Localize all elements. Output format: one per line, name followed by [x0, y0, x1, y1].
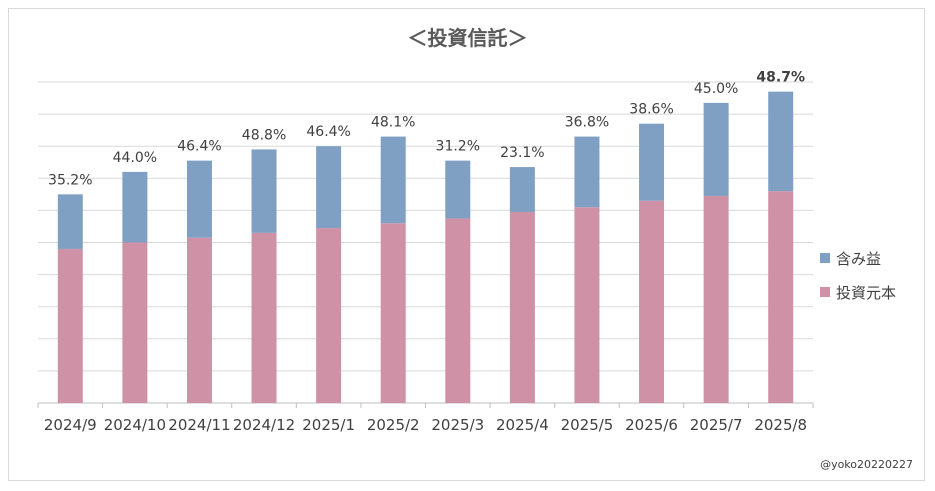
- data-label: 38.6%: [629, 102, 673, 118]
- data-label: 31.2%: [436, 139, 480, 155]
- bar-unrealized-gain: [574, 136, 600, 208]
- x-tick-label: 2025/2: [367, 416, 420, 434]
- legend-swatch-principal: [820, 287, 830, 297]
- gridlines: [38, 81, 813, 372]
- bar-principal: [316, 228, 342, 403]
- bar-principal: [703, 195, 729, 403]
- bar-principal: [122, 242, 148, 403]
- bar-principal: [251, 232, 277, 403]
- data-label: 48.7%: [756, 70, 805, 86]
- bar-unrealized-gain: [57, 194, 83, 249]
- bar-principal: [639, 200, 665, 403]
- chart-title: ＜投資信託＞: [407, 26, 528, 50]
- legend: 含み益 投資元本: [820, 247, 896, 315]
- x-tick-label: 2024/9: [44, 416, 97, 434]
- data-label: 44.0%: [113, 150, 157, 166]
- credit-text: @yoko20220227: [820, 458, 913, 471]
- data-label: 35.2%: [48, 172, 92, 188]
- x-tick-label: 2025/6: [625, 416, 678, 434]
- legend-swatch-unrealized-gain: [820, 253, 830, 263]
- bar-principal: [768, 191, 794, 403]
- bar-unrealized-gain: [251, 149, 277, 233]
- legend-item-principal: 投資元本: [820, 281, 896, 303]
- x-tick-label: 2024/10: [104, 416, 166, 434]
- bar-unrealized-gain: [186, 160, 212, 238]
- legend-label-principal: 投資元本: [836, 283, 897, 302]
- bar-principal: [186, 237, 212, 403]
- x-tick-label: 2025/7: [690, 416, 743, 434]
- x-tick-label: 2024/12: [233, 416, 295, 434]
- x-tick-label: 2024/11: [168, 416, 230, 434]
- x-tick-label: 2025/5: [561, 416, 614, 434]
- bar-principal: [380, 223, 406, 403]
- bar-principal: [57, 248, 83, 403]
- x-tick-label: 2025/4: [496, 416, 549, 434]
- bar-unrealized-gain: [768, 91, 794, 192]
- bar-principal: [509, 212, 535, 403]
- data-label: 46.4%: [306, 124, 350, 140]
- bar-unrealized-gain: [316, 146, 342, 229]
- legend-item-unrealized-gain: 含み益: [820, 247, 896, 269]
- bar-unrealized-gain: [703, 102, 729, 196]
- data-label: 48.8%: [242, 127, 286, 143]
- legend-label-unrealized-gain: 含み益: [836, 249, 882, 268]
- bar-unrealized-gain: [122, 171, 148, 243]
- data-label: 46.4%: [177, 139, 221, 155]
- bar-unrealized-gain: [639, 123, 665, 201]
- bar-unrealized-gain: [445, 160, 471, 219]
- data-label: 45.0%: [694, 81, 738, 97]
- bar-principal: [574, 207, 600, 403]
- data-label: 48.1%: [371, 115, 415, 131]
- data-label: 23.1%: [500, 145, 544, 161]
- x-tick-label: 2025/3: [431, 416, 484, 434]
- data-label: 36.8%: [565, 115, 609, 131]
- bar-unrealized-gain: [509, 167, 535, 213]
- x-tick-label: 2025/8: [754, 416, 807, 434]
- bar-unrealized-gain: [380, 136, 406, 224]
- bar-principal: [445, 218, 471, 403]
- x-tick-label: 2025/1: [302, 416, 355, 434]
